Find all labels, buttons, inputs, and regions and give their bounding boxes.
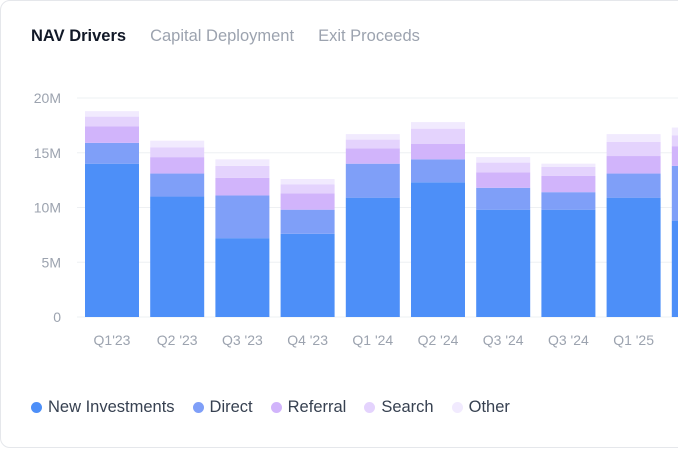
bar-segment-other[interactable] — [411, 122, 465, 129]
bar-segment-other[interactable] — [280, 179, 335, 185]
bar-segment-new-investments[interactable] — [85, 163, 139, 317]
bar-segment-search[interactable] — [476, 162, 531, 173]
bar-segment-search[interactable] — [280, 184, 335, 194]
bar-segment-new-investments[interactable] — [476, 209, 531, 317]
bar-segment-direct[interactable] — [85, 142, 139, 164]
bar-segment-search[interactable] — [671, 135, 678, 147]
bar-segment-direct[interactable] — [215, 195, 270, 239]
bar-segment-new-investments[interactable] — [280, 233, 335, 317]
tab-bar: NAV Drivers Capital Deployment Exit Proc… — [31, 27, 420, 46]
chart-legend: New Investments Direct Referral Search O… — [31, 398, 510, 417]
bar-segment-referral[interactable] — [85, 126, 139, 143]
bar-segment-referral[interactable] — [150, 157, 205, 174]
bar-segment-referral[interactable] — [541, 175, 596, 193]
bar-segment-direct[interactable] — [671, 165, 678, 221]
y-tick-label: 0 — [53, 309, 61, 325]
y-tick-label: 10M — [34, 200, 61, 216]
tab-nav-drivers[interactable]: NAV Drivers — [31, 27, 127, 45]
legend-item-search[interactable]: Search — [364, 398, 434, 417]
legend-label-referral: Referral — [287, 398, 347, 416]
y-tick-label: 5M — [42, 254, 61, 270]
legend-item-direct[interactable]: Direct — [192, 398, 253, 417]
bar-segment-direct[interactable] — [476, 187, 531, 210]
bar-segment-new-investments[interactable] — [411, 182, 465, 317]
bar-segment-referral[interactable] — [345, 148, 400, 164]
bar-segment-direct[interactable] — [280, 209, 335, 234]
x-tick-label: Q1 '25 — [613, 332, 654, 348]
x-tick-label: Q3 '24 — [548, 332, 589, 348]
bar-segment-other[interactable] — [215, 159, 270, 166]
x-tick-label: Q2 '24 — [418, 332, 459, 348]
bar-segment-search[interactable] — [541, 166, 596, 176]
bar-segment-new-investments[interactable] — [541, 209, 596, 317]
y-tick-label: 15M — [34, 145, 61, 161]
bar-segment-referral[interactable] — [280, 193, 335, 210]
tab-capital-deployment[interactable]: Capital Deployment — [150, 27, 295, 45]
bar-segment-referral[interactable] — [411, 143, 465, 160]
bar-segment-referral[interactable] — [606, 156, 661, 174]
bar-segment-new-investments[interactable] — [150, 196, 205, 317]
bar-segment-search[interactable] — [345, 139, 400, 149]
bar-segment-other[interactable] — [85, 111, 139, 117]
x-tick-label: Q4 '23 — [287, 332, 328, 348]
bar-segment-search[interactable] — [85, 116, 139, 127]
bar-segment-other[interactable] — [541, 163, 596, 167]
bar-segment-direct[interactable] — [606, 173, 661, 198]
bar-segment-direct[interactable] — [541, 192, 596, 210]
bar-segment-referral[interactable] — [476, 172, 531, 188]
legend-item-other[interactable]: Other — [451, 398, 510, 417]
bar-segment-referral[interactable] — [671, 146, 678, 166]
legend-dot-new-investments — [31, 402, 42, 413]
legend-dot-referral — [270, 402, 282, 413]
legend-label-new-investments: New Investments — [48, 398, 175, 416]
legend-item-referral[interactable]: Referral — [270, 398, 347, 417]
legend-dot-direct — [192, 402, 204, 413]
bar-segment-other[interactable] — [671, 127, 678, 136]
bar-segment-other[interactable] — [150, 140, 205, 148]
x-tick-label: Q3 '23 — [222, 332, 263, 348]
legend-dot-search — [364, 402, 376, 413]
bar-segment-search[interactable] — [606, 141, 661, 157]
x-tick-label: Q1 '24 — [352, 332, 393, 348]
bar-segment-new-investments[interactable] — [215, 238, 270, 317]
bar-segment-search[interactable] — [215, 165, 270, 178]
bar-segment-other[interactable] — [606, 134, 661, 142]
legend-dot-other — [451, 402, 463, 413]
bar-segment-direct[interactable] — [345, 163, 400, 198]
x-tick-label: Q2 '23 — [157, 332, 198, 348]
tab-exit-proceeds[interactable]: Exit Proceeds — [318, 27, 420, 45]
x-tick-label: Q3 '24 — [483, 332, 524, 348]
bar-segment-new-investments[interactable] — [671, 220, 678, 317]
bar-segment-referral[interactable] — [215, 177, 270, 196]
legend-label-direct: Direct — [209, 398, 253, 416]
stacked-bar-chart: 0 5M 10M 15M 20M Q1'23 Q2 '23 Q3 '23 Q4 '23 Q1 '2… — [34, 90, 678, 348]
legend-item-new-investments[interactable]: New Investments — [31, 398, 175, 417]
legend-label-other: Other — [468, 398, 510, 416]
bar-segment-search[interactable] — [411, 128, 465, 144]
bar-segment-new-investments[interactable] — [345, 197, 400, 317]
bar-segment-direct[interactable] — [411, 159, 465, 183]
bar-segment-new-investments[interactable] — [606, 197, 661, 317]
bar-segment-other[interactable] — [476, 157, 531, 163]
x-tick-label: Q1'23 — [94, 332, 131, 348]
y-tick-label: 20M — [34, 90, 61, 106]
bar-segment-other[interactable] — [345, 134, 400, 140]
legend-label-search: Search — [381, 398, 434, 416]
bar-segment-search[interactable] — [150, 147, 205, 158]
bar-segment-direct[interactable] — [150, 173, 205, 197]
